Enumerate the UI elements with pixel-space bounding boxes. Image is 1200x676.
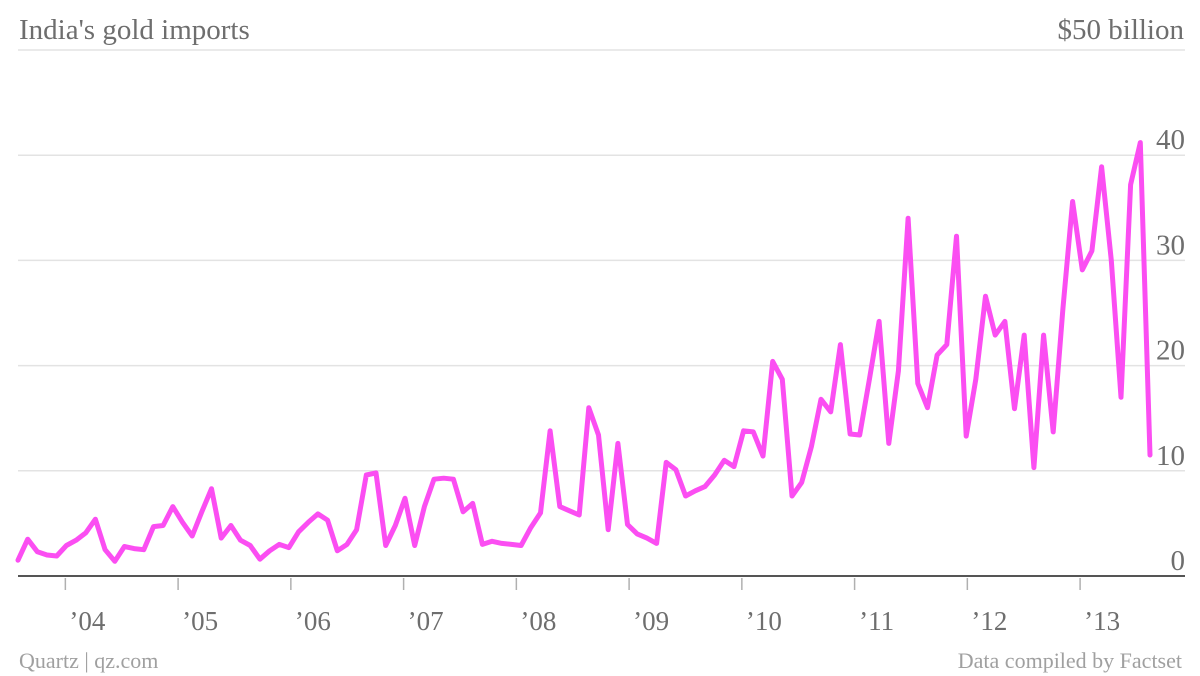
y-axis-ticks: 0 10 20 30 40	[1156, 124, 1185, 577]
gridlines	[18, 49, 1185, 472]
chart-title: India's gold imports	[19, 14, 250, 46]
x-tick-label: ’04	[69, 606, 105, 636]
credit-footnote: Data compiled by Factset	[957, 648, 1182, 673]
x-tick-label: ’05	[182, 606, 218, 636]
series-line-gold-imports	[15, 140, 1153, 564]
x-tick-label: ’13	[1084, 606, 1120, 636]
y-axis-unit-label: $50 billion	[1057, 14, 1184, 46]
x-axis: ’04 ’05 ’06 ’07 ’08 ’09 ’10 ’11 ’12 ’13	[18, 575, 1185, 636]
y-tick-label: 30	[1156, 229, 1185, 261]
y-tick-label: 20	[1156, 335, 1185, 367]
source-footnote: Quartz | qz.com	[19, 648, 159, 673]
x-tick-label: ’07	[408, 606, 444, 636]
y-tick-label: 40	[1156, 124, 1185, 156]
x-tick-label: ’11	[859, 606, 894, 636]
y-tick-label: 10	[1156, 440, 1185, 472]
x-tick-label: ’09	[633, 606, 669, 636]
series-layer	[15, 140, 1153, 564]
x-tick-label: ’10	[746, 606, 782, 636]
x-tick-label: ’06	[295, 606, 331, 636]
x-tick-label: ’12	[971, 606, 1007, 636]
x-tick-label: ’08	[520, 606, 556, 636]
y-tick-label: 0	[1171, 545, 1186, 577]
